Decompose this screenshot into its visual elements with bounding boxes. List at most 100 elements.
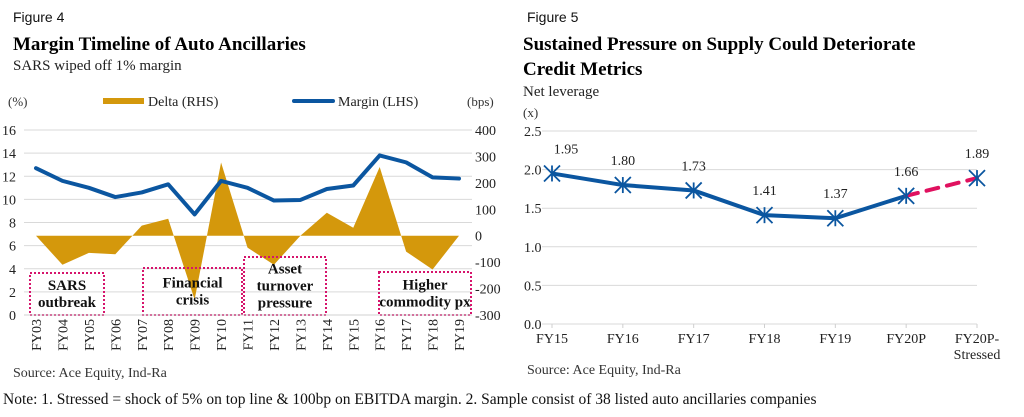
data-label: 1.73 xyxy=(681,159,706,174)
x-tick-label: FY17 xyxy=(678,332,710,347)
y-tick-label: 0.0 xyxy=(524,318,542,333)
figure5-data-labels: 1.95 1.80 1.73 1.41 1.37 1.66 1.89 xyxy=(554,142,990,202)
asterisk-marker xyxy=(897,187,915,205)
y-tick-label: 1.0 xyxy=(524,241,542,256)
figure4-right-axis: -300 -200 -100 0 100 200 300 400 xyxy=(475,124,501,324)
y-tick-label: 2.5 xyxy=(524,125,542,140)
y-tick-label: 2.0 xyxy=(524,164,542,179)
asterisk-marker xyxy=(755,206,774,224)
x-tick-label: FY13 xyxy=(294,319,309,351)
x-tick-label: FY12 xyxy=(268,319,283,351)
x-tick-label: FY07 xyxy=(136,319,151,351)
figure5-markers xyxy=(543,164,986,227)
figure4-legend: (%) Delta (RHS) Margin (LHS) (bps) xyxy=(8,94,494,110)
asterisk-marker xyxy=(543,164,561,183)
left-tick-label: 8 xyxy=(9,217,16,232)
x-tick-label: FY09 xyxy=(189,319,204,351)
x-tick-label: FY14 xyxy=(321,319,336,351)
left-tick-label: 2 xyxy=(9,286,16,301)
right-tick-label: 100 xyxy=(475,203,496,218)
right-tick-label: 300 xyxy=(475,150,496,165)
right-tick-label: -300 xyxy=(475,309,501,324)
data-label: 1.66 xyxy=(894,165,919,180)
left-tick-label: 10 xyxy=(2,193,16,208)
x-tick-label: FY06 xyxy=(109,319,124,351)
x-tick-label: FY20P- xyxy=(955,332,1000,347)
margin-line xyxy=(34,153,461,217)
figure4-chart: SARSoutbreakFinancialcrisisAssetturnover… xyxy=(2,94,501,351)
figure5-title-line1: Sustained Pressure on Supply Could Deter… xyxy=(523,34,916,55)
annotation-text: outbreak xyxy=(38,295,97,311)
stressed-dashed-line xyxy=(904,176,979,198)
figure4-title: Margin Timeline of Auto Ancillaries xyxy=(13,34,306,55)
delta-area xyxy=(36,162,459,300)
data-label: 1.37 xyxy=(823,187,848,202)
x-tick-label: FY19 xyxy=(453,319,468,351)
figure5-source: Source: Ace Equity, Ind-Ra xyxy=(527,363,681,378)
x-tick-label: FY03 xyxy=(30,319,45,351)
data-label: 1.89 xyxy=(965,147,990,162)
annotation-text: commodity px xyxy=(379,295,471,311)
figure5-subtitle: Net leverage xyxy=(523,84,600,100)
y-tick-label: 1.5 xyxy=(524,202,542,217)
annotation-text: crisis xyxy=(176,293,209,309)
asterisk-marker xyxy=(614,176,632,194)
figure4-subtitle: SARS wiped off 1% margin xyxy=(13,58,182,74)
x-tick-label: FY17 xyxy=(400,319,415,351)
annotation-text: turnover xyxy=(257,279,314,295)
right-tick-label: -100 xyxy=(475,256,501,271)
left-tick-label: 0 xyxy=(9,309,16,324)
figure5-title-line2: Credit Metrics xyxy=(523,59,643,80)
x-tick-label: Stressed xyxy=(954,348,1001,363)
annotation-text: pressure xyxy=(258,296,313,312)
annotation-text: Asset xyxy=(268,262,302,278)
annotation-border xyxy=(142,267,243,316)
annotation-text: SARS xyxy=(48,278,86,294)
footer-note: Note: 1. Stressed = shock of 5% on top l… xyxy=(3,391,817,408)
legend-margin-label: Margin (LHS) xyxy=(338,95,419,110)
figure5-chart: (x) 0.00.51.01.52.02.5 FY15 FY16 FY17 FY18 F… xyxy=(523,105,1001,363)
legend-margin-swatch xyxy=(292,99,335,103)
asterisk-marker xyxy=(826,209,844,227)
figure5-label: Figure 5 xyxy=(527,9,579,25)
figure4-annotations: SARSoutbreakFinancialcrisisAssetturnover… xyxy=(29,256,472,316)
figure4-x-axis: FY03 FY04 FY05 FY06 FY07 FY08 FY09 FY10 FY11 FY12… xyxy=(24,314,472,351)
x-tick-label: FY18 xyxy=(427,319,442,351)
data-label: 1.80 xyxy=(611,154,636,169)
left-axis-unit: (%) xyxy=(8,94,28,109)
figure4-source: Source: Ace Equity, Ind-Ra xyxy=(13,366,167,381)
left-tick-label: 4 xyxy=(9,263,16,278)
annotation-text: Higher xyxy=(403,278,448,294)
leverage-line xyxy=(551,171,907,221)
right-axis-unit: (bps) xyxy=(467,94,494,109)
x-tick-label: FY15 xyxy=(536,332,568,347)
right-tick-label: -200 xyxy=(475,283,501,298)
left-tick-label: 14 xyxy=(2,147,16,162)
figure4-delta-area-group xyxy=(36,162,459,300)
x-tick-label: FY18 xyxy=(749,332,781,347)
data-label: 1.95 xyxy=(554,142,579,157)
asterisk-marker xyxy=(685,181,703,200)
x-tick-label: FY20P xyxy=(886,332,926,347)
figure4-left-axis: 0 2 4 6 8 10 12 14 16 xyxy=(2,124,16,324)
x-tick-label: FY15 xyxy=(347,319,362,351)
x-tick-label: FY16 xyxy=(607,332,639,347)
figure4-label: Figure 4 xyxy=(13,9,65,25)
x-tick-label: FY16 xyxy=(374,319,389,351)
figure4-margin-line-group xyxy=(34,153,461,217)
right-tick-label: 200 xyxy=(475,177,496,192)
right-tick-label: 0 xyxy=(475,230,482,245)
asterisk-marker xyxy=(968,169,986,187)
legend-delta-label: Delta (RHS) xyxy=(148,95,219,110)
x-tick-label: FY05 xyxy=(83,319,98,351)
x-tick-label: FY19 xyxy=(819,332,851,347)
annotation-text: Financial xyxy=(162,276,222,292)
figure5-gridlines xyxy=(542,130,977,325)
x-tick-label: FY04 xyxy=(56,319,71,351)
legend-delta-swatch xyxy=(103,98,144,104)
x-tick-label: FY11 xyxy=(242,319,257,350)
